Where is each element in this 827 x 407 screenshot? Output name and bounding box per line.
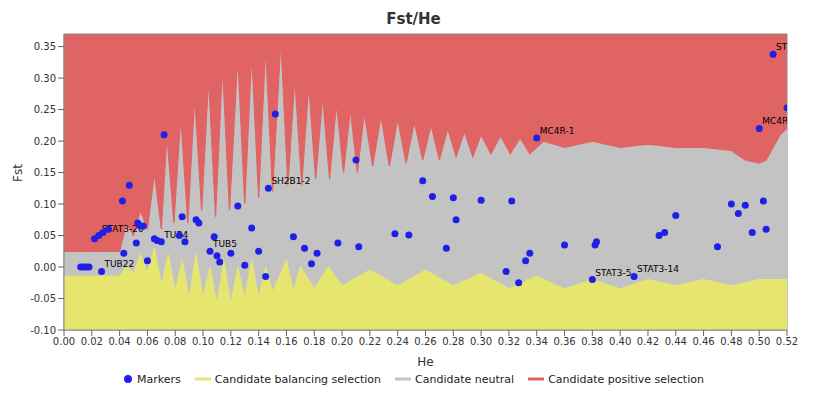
svg-text:0.52: 0.52: [776, 336, 798, 347]
svg-text:0.20: 0.20: [34, 136, 56, 147]
svg-text:0.30: 0.30: [470, 336, 492, 347]
svg-text:0.08: 0.08: [164, 336, 186, 347]
svg-text:TUB5: TUB5: [212, 239, 237, 249]
svg-text:ST: ST: [776, 42, 787, 52]
svg-text:0.05: 0.05: [34, 230, 56, 241]
svg-text:0.50: 0.50: [748, 336, 770, 347]
svg-text:Fst: Fst: [11, 164, 25, 182]
svg-text:0.25: 0.25: [34, 104, 56, 115]
svg-text:TUB22: TUB22: [104, 259, 135, 269]
svg-text:0.40: 0.40: [609, 336, 631, 347]
svg-text:0.04: 0.04: [108, 336, 130, 347]
svg-text:STAT3-5: STAT3-5: [595, 268, 631, 278]
svg-text:STAT3-14: STAT3-14: [637, 264, 679, 274]
html-text:Candidate positive selection: Candidate positive selection: [548, 372, 704, 386]
svg-text:0.06: 0.06: [136, 336, 158, 347]
svg-text:0.14: 0.14: [248, 336, 270, 347]
svg-text:He: He: [417, 355, 433, 368]
svg-text:0.30: 0.30: [34, 73, 56, 84]
svg-text:0.22: 0.22: [359, 336, 381, 347]
svg-text:SH2B1-2: SH2B1-2: [271, 176, 310, 186]
svg-text:TUB4: TUB4: [163, 230, 188, 240]
svg-text:0.10: 0.10: [34, 199, 56, 210]
svg-text:0.35: 0.35: [34, 41, 56, 52]
svg-text:0.24: 0.24: [387, 336, 409, 347]
svg-text:MC4R-1: MC4R-1: [540, 126, 575, 136]
svg-text:0.42: 0.42: [637, 336, 659, 347]
svg-text:-0.05: -0.05: [30, 293, 56, 304]
svg-text:0.02: 0.02: [81, 336, 103, 347]
svg-text:-0.10: -0.10: [30, 325, 56, 336]
html-text:Markers: Markers: [137, 372, 181, 386]
svg-text:MC4R-: MC4R-: [762, 116, 787, 126]
svg-text:0.00: 0.00: [34, 262, 56, 273]
svg-text:0.36: 0.36: [553, 336, 575, 347]
svg-text:STAT3-20: STAT3-20: [102, 224, 144, 234]
html-text:Fst/He: Fst/He: [386, 10, 441, 28]
svg-text:0.44: 0.44: [665, 336, 687, 347]
svg-text:0.46: 0.46: [692, 336, 714, 347]
svg-text:0.10: 0.10: [192, 336, 214, 347]
html-text:Candidate neutral: Candidate neutral: [415, 372, 515, 386]
svg-text:0.26: 0.26: [414, 336, 436, 347]
svg-text:0.28: 0.28: [442, 336, 464, 347]
svg-text:0.16: 0.16: [275, 336, 297, 347]
svg-text:0.18: 0.18: [303, 336, 325, 347]
svg-text:0.38: 0.38: [581, 336, 603, 347]
svg-text:0.48: 0.48: [720, 336, 742, 347]
svg-text:0.12: 0.12: [220, 336, 242, 347]
html-text:Candidate balancing selection: Candidate balancing selection: [214, 372, 381, 386]
svg-text:0.20: 0.20: [331, 336, 353, 347]
svg-text:0.15: 0.15: [34, 167, 56, 178]
svg-text:0.00: 0.00: [53, 336, 75, 347]
svg-text:0.32: 0.32: [498, 336, 520, 347]
svg-text:0.34: 0.34: [526, 336, 548, 347]
